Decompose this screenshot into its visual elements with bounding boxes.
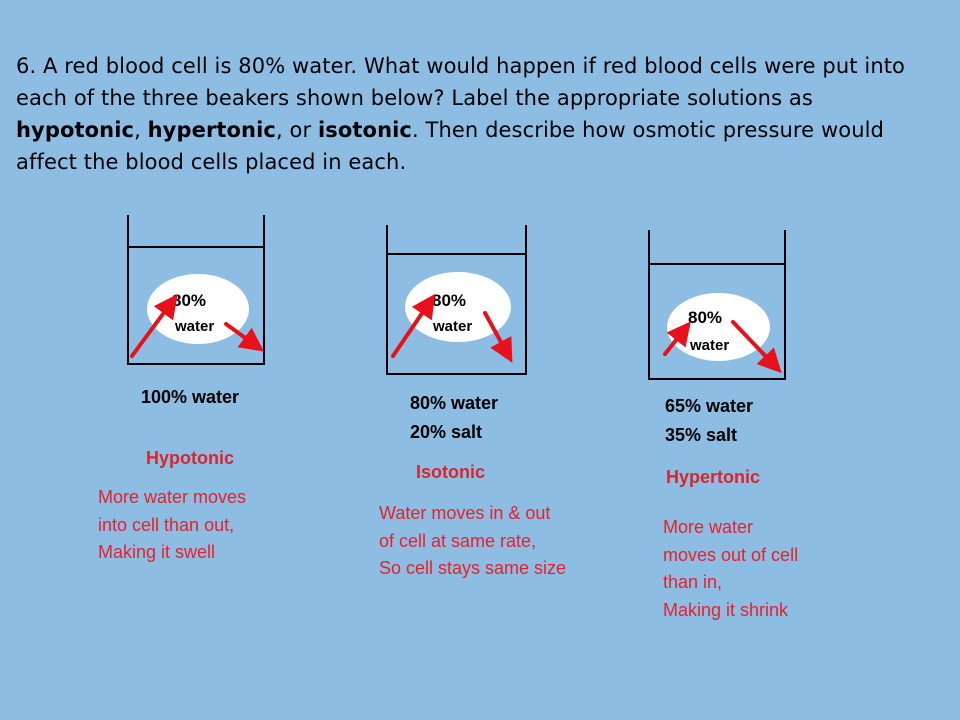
term-hypertonic: hypertonic (147, 118, 276, 142)
question-text: 6. A red blood cell is 80% water. What w… (16, 54, 906, 174)
beaker-1-water-level (129, 246, 263, 248)
solution-1-text: 100% water (141, 387, 240, 407)
term-isotonic: isotonic (317, 118, 412, 142)
beaker-3-water-level (650, 263, 784, 265)
description-2: Water moves in & out of cell at same rat… (379, 503, 567, 578)
label-isotonic: Isotonic (416, 462, 486, 482)
arrow-out-2 (483, 311, 513, 363)
cell-2-percent: 80% (432, 291, 467, 310)
cell-1-percent: 80% (172, 291, 207, 310)
arrow-out-1 (224, 322, 265, 352)
arrow-out-3 (731, 320, 782, 374)
cell-2-water-label: water (433, 318, 473, 335)
beaker-2-water-level (388, 253, 525, 255)
beaker-3 (648, 230, 786, 380)
solution-2-text: 80% water 20% salt (410, 393, 499, 442)
beaker-2 (386, 225, 527, 375)
term-hypotonic: hypotonic (16, 118, 135, 142)
cell-3-water-label: water (690, 337, 730, 354)
cell-1-water-label: water (175, 318, 215, 335)
arrow-in-3 (663, 321, 691, 356)
label-hypertonic: Hypertonic (666, 467, 761, 487)
description-1: More water moves into cell than out, Mak… (98, 487, 247, 562)
cell-3-percent: 80% (688, 308, 723, 327)
label-hypotonic: Hypotonic (146, 448, 234, 468)
arrow-in-1 (130, 293, 178, 358)
solution-3-text: 65% water 35% salt (665, 396, 754, 445)
description-3: More water moves out of cell than in, Ma… (663, 517, 799, 620)
arrow-in-2 (391, 293, 436, 358)
beaker-1 (127, 215, 265, 365)
